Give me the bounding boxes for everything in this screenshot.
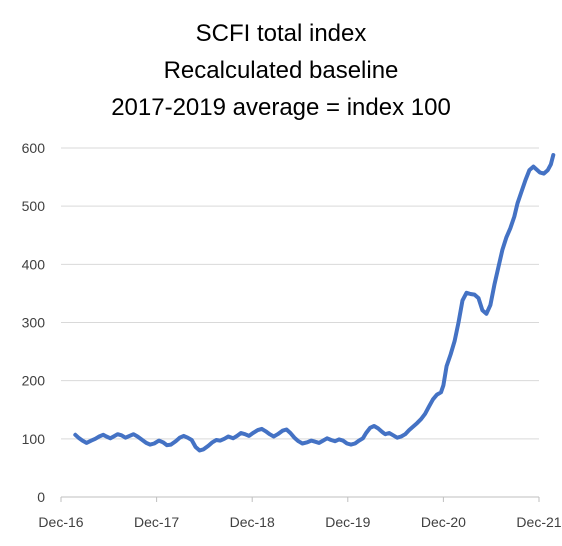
y-tick-label: 600: [22, 140, 46, 156]
x-tick-label: Dec-17: [134, 514, 179, 530]
y-axis-tick-labels: 0 100 200 300 400 500 600: [22, 140, 46, 505]
y-tick-label: 0: [37, 489, 45, 505]
x-tick-label: Dec-20: [421, 514, 466, 530]
x-tick-label: Dec-16: [38, 514, 83, 530]
chart-title-line-3: 2017-2019 average = index 100: [111, 94, 451, 121]
axes: [60, 496, 540, 502]
y-tick-label: 400: [22, 256, 46, 272]
y-tick-label: 500: [22, 198, 46, 214]
chart-title-line-2: Recalculated baseline: [163, 57, 399, 84]
y-tick-label: 100: [22, 431, 46, 447]
y-tick-label: 300: [22, 315, 46, 331]
series-group: [73, 153, 556, 453]
gridlines: [61, 147, 539, 440]
y-tick-label: 200: [22, 373, 46, 389]
chart-title-line-1: SCFI total index: [195, 20, 367, 47]
x-tick-label: Dec-18: [230, 514, 275, 530]
x-tick-label: Dec-19: [325, 514, 370, 530]
series-line-0: [73, 153, 556, 453]
x-tick-label: Dec-21: [516, 514, 561, 530]
x-axis-tick-labels: Dec-16 Dec-17 Dec-18 Dec-19 Dec-20 Dec-21: [38, 514, 561, 530]
